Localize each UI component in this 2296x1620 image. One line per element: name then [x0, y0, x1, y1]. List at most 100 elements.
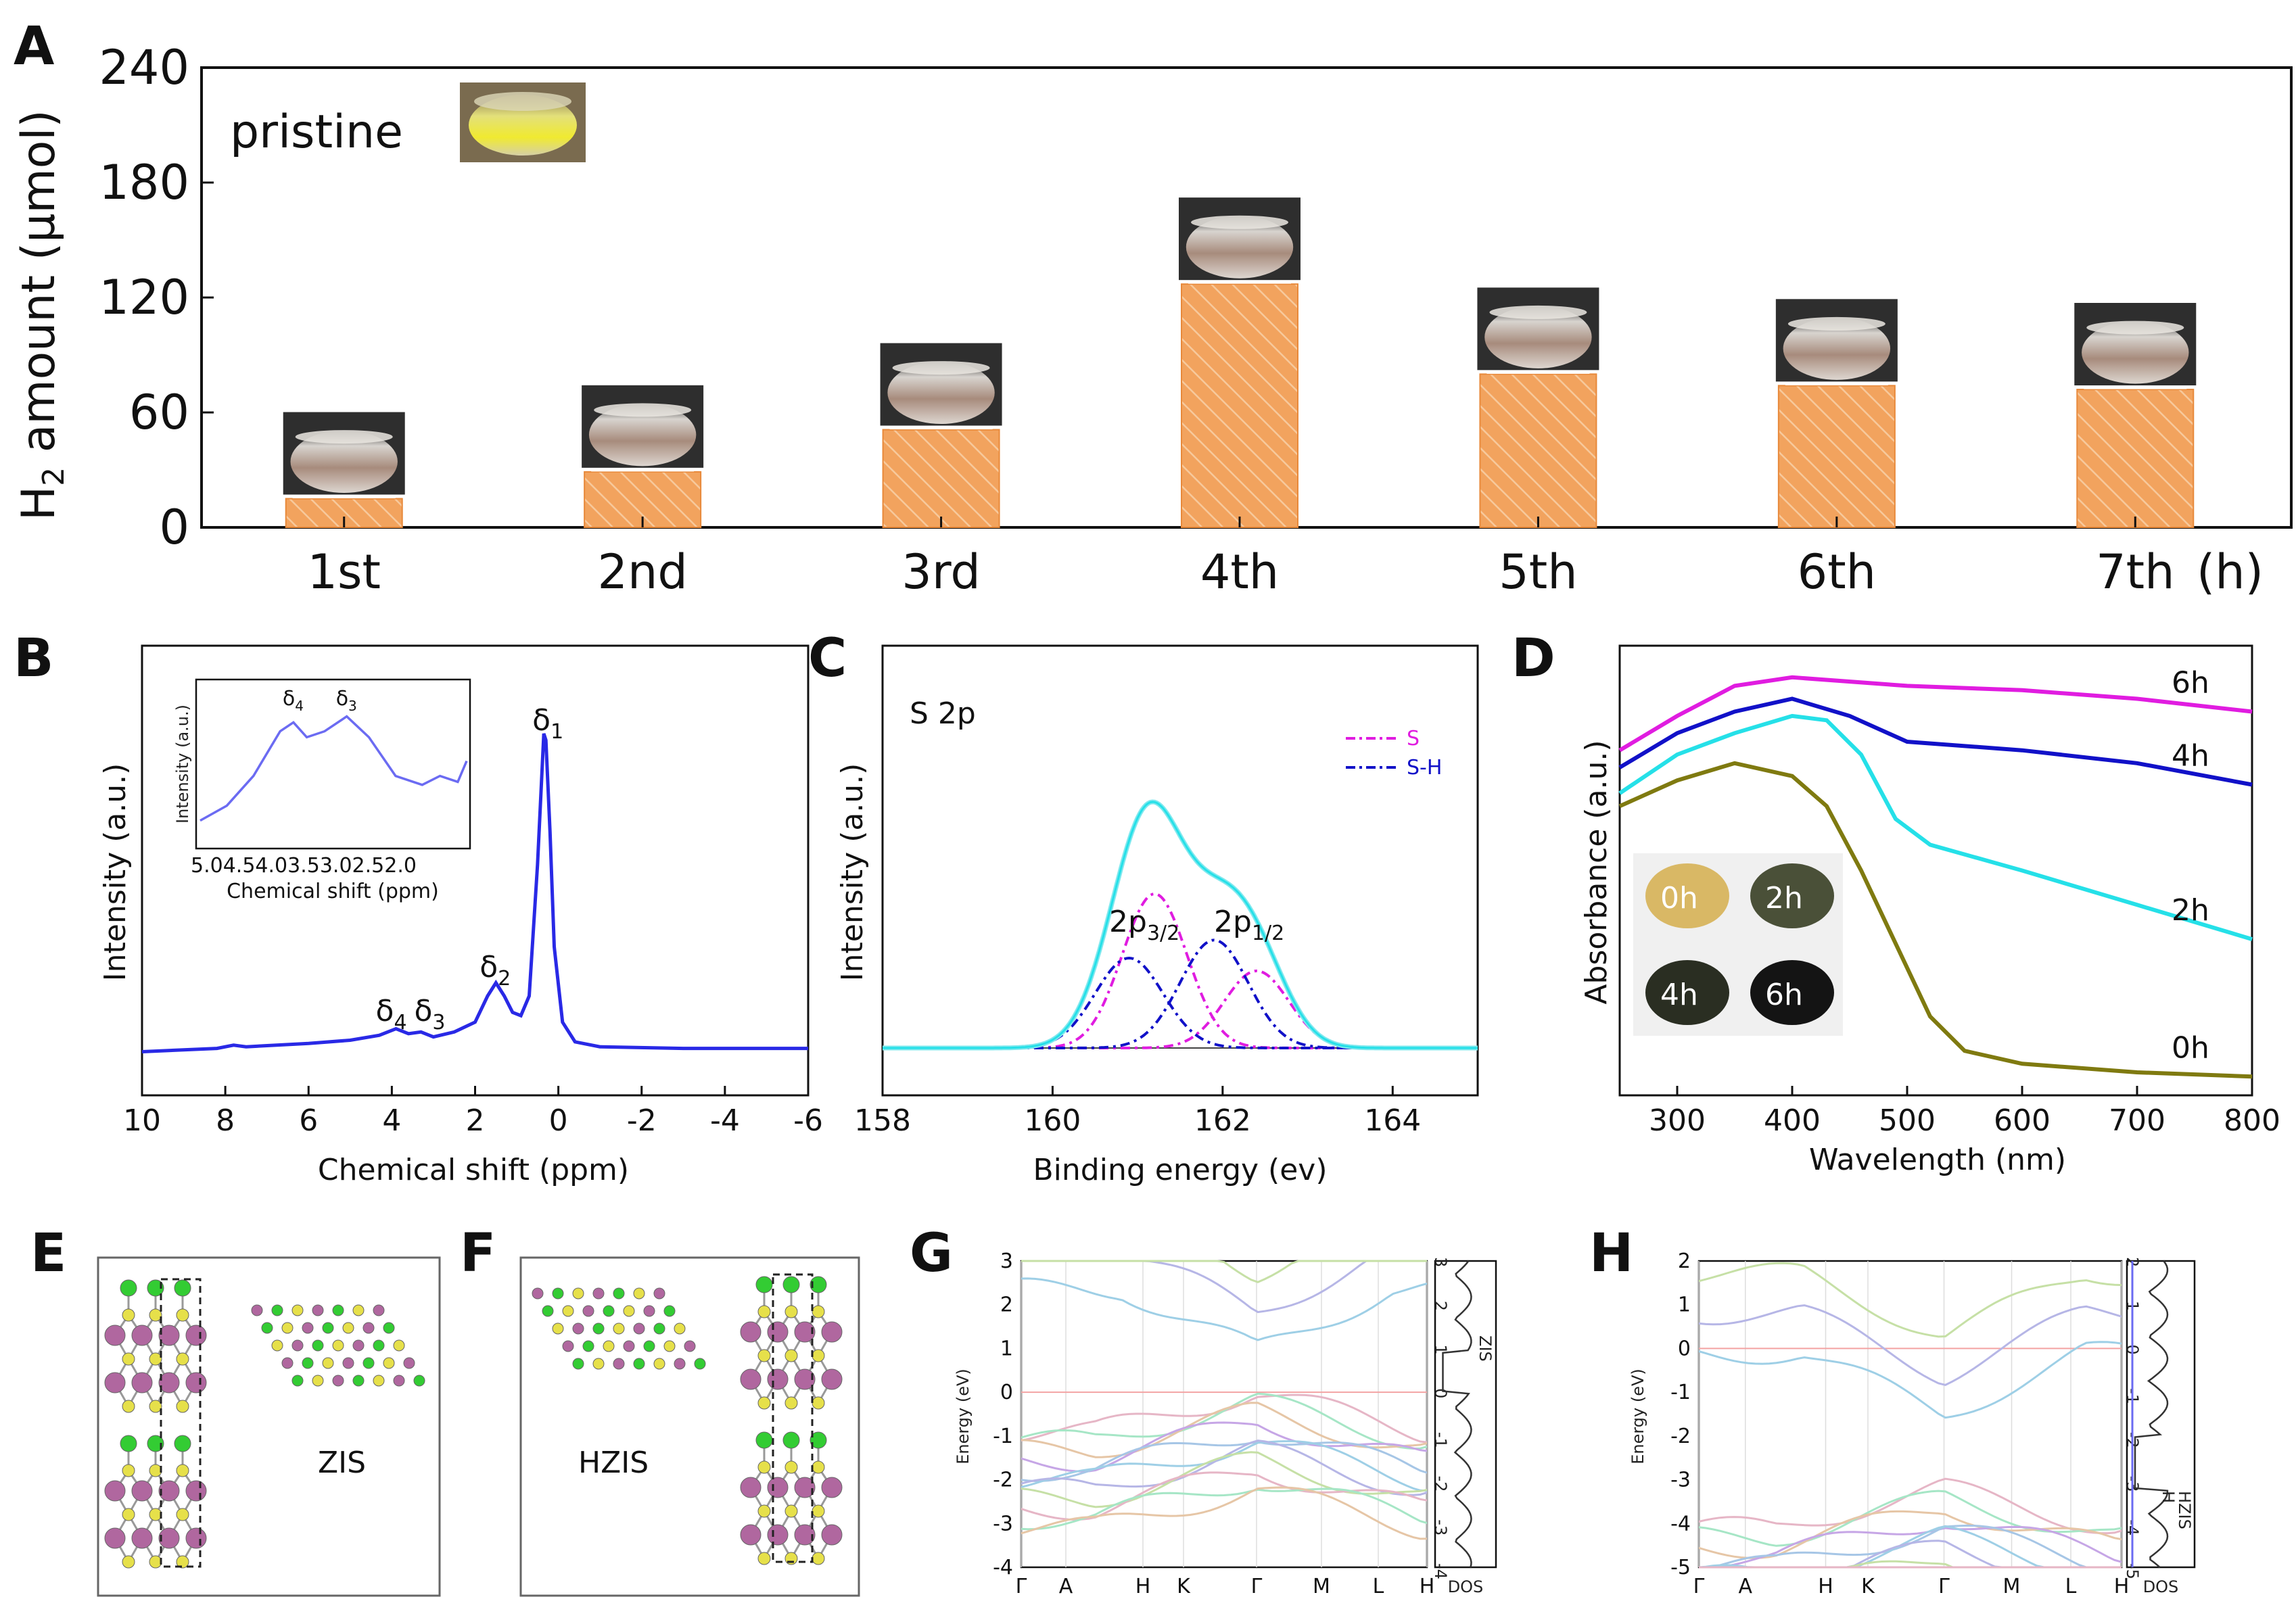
panel-h-dos-legend-hzis: HZIS	[2175, 1491, 2194, 1529]
peak-symbol: δ	[336, 687, 348, 711]
panel-label-f: F	[460, 1223, 496, 1284]
atom	[663, 1305, 676, 1317]
atom	[684, 1340, 696, 1352]
atom	[104, 1325, 126, 1346]
atom	[794, 1477, 816, 1498]
panel-b-x-ticks: 10 8 6 4 2 0 -2 -4 -6	[123, 1086, 823, 1138]
atom	[322, 1357, 334, 1369]
panel-g-dos-legend: ZIS	[1476, 1335, 1495, 1362]
peak-label-2p3-2: 2p3/2	[1109, 905, 1179, 945]
atom	[312, 1304, 324, 1316]
x-tick-label: 600	[1994, 1103, 2051, 1138]
panel-g-y-axis-label: Energy (eV)	[954, 1368, 973, 1464]
panel-c-xps-chart: C S 2p 158 160 162 164 S S-H 2p3/2 2p1/2 Bi…	[808, 628, 1479, 1187]
atom	[176, 1308, 189, 1322]
curve-6h	[1618, 675, 2253, 753]
y-tick-label: 180	[99, 155, 189, 210]
peak-symbol: δ	[532, 703, 550, 738]
y-tick-label: -3	[993, 1512, 1013, 1535]
atom	[572, 1323, 584, 1335]
atom	[362, 1357, 375, 1369]
component-s-h-2p1-2	[883, 938, 1478, 1049]
panel-e-crystal-structure	[104, 1279, 425, 1569]
atom	[312, 1339, 324, 1352]
atom	[352, 1339, 365, 1352]
atom	[782, 1431, 800, 1449]
atom	[613, 1323, 625, 1335]
beaker-photo	[880, 343, 1002, 426]
atom	[623, 1340, 635, 1352]
atom	[757, 1552, 771, 1565]
panel-b-x-axis-label: Chemical shift (ppm)	[318, 1153, 629, 1187]
band-5	[1698, 1510, 2122, 1559]
atom	[755, 1276, 773, 1293]
x-tick-label-1st: 1st	[307, 544, 380, 600]
atom	[572, 1287, 584, 1300]
dos-tick-label: -2	[1431, 1476, 1450, 1492]
panel-d-curve-labels: 6h 4h 2h 0h	[2172, 666, 2209, 1066]
atom	[261, 1322, 273, 1334]
atom	[767, 1321, 789, 1343]
bar-6th	[1777, 385, 1896, 528]
k-label-Γ: Γ	[1938, 1575, 1950, 1598]
inset-peak-label-delta-4: δ4	[283, 687, 304, 714]
atom	[767, 1524, 789, 1546]
atom	[623, 1305, 635, 1317]
panel-g-y-ticks: 3 32 21 10 0-1 -1-2 -2-3 -3-4 -4	[993, 1249, 1450, 1579]
atom	[281, 1322, 294, 1334]
band-10	[1021, 1451, 1428, 1508]
atom	[613, 1287, 625, 1300]
x-tick-label: -4	[710, 1103, 740, 1138]
atom	[767, 1368, 789, 1390]
dos-tick-label: -3	[1431, 1519, 1450, 1535]
atom	[149, 1464, 162, 1477]
k-label-Γ: Γ	[1693, 1575, 1705, 1598]
atom	[757, 1460, 771, 1474]
atom	[302, 1357, 314, 1369]
y-tick-label: 240	[99, 40, 189, 95]
panel-e-frame	[97, 1256, 441, 1597]
panel-b-inset-peak-labels: δ4 δ3	[283, 687, 357, 714]
beaker-rim	[2086, 320, 2184, 335]
atom	[821, 1368, 843, 1390]
dos-tick-label: 3	[1431, 1257, 1450, 1267]
x-tick-label: 164	[1364, 1103, 1421, 1138]
panel-b-nmr-spectrum	[141, 733, 808, 1053]
atom	[131, 1325, 153, 1346]
atom	[393, 1375, 405, 1387]
atom	[552, 1287, 564, 1300]
panel-label-b: B	[14, 628, 53, 689]
band-8	[1021, 1440, 1428, 1492]
band-7	[1021, 1441, 1428, 1483]
band-4	[1698, 1490, 2122, 1547]
atom	[185, 1325, 207, 1346]
k-label-L: L	[1373, 1575, 1384, 1598]
curve-label-4h: 4h	[2172, 739, 2209, 773]
dos-tick-label: 2	[1431, 1301, 1450, 1311]
y-tick-label: -5	[1670, 1556, 1691, 1579]
atom	[291, 1339, 304, 1352]
atom	[812, 1396, 825, 1410]
y-tick-label: -1	[993, 1425, 1013, 1448]
curve-0h	[1618, 761, 2253, 1079]
dos-tick-label: -1	[1431, 1432, 1450, 1448]
beaker-body	[1186, 216, 1294, 279]
atom	[740, 1321, 762, 1343]
k-label-L: L	[2065, 1575, 2077, 1598]
panel-d-plot-frame	[1618, 644, 2253, 1097]
panel-a-bar-chart: A 0 60 120 180 240 1st 2nd 3rd 4th 5th 6th 7th (h)…	[12, 16, 2293, 600]
band-12	[1021, 1487, 1428, 1531]
component-s-2p3-2	[883, 892, 1478, 1049]
x-tick-label: -6	[793, 1103, 823, 1138]
panel-f-crystal-structure	[532, 1276, 843, 1565]
peak-label-delta-2: δ2	[479, 950, 511, 991]
atom	[413, 1375, 425, 1387]
legend-s-h: S-H	[1407, 756, 1442, 780]
panel-a-x-ticks: 1st 2nd 3rd 4th 5th 6th 7th	[307, 517, 2174, 600]
band-2	[1698, 1262, 2122, 1338]
panel-h-y-axis-label: Energy (eV)	[1629, 1368, 1647, 1464]
x-tick-label: 300	[1649, 1103, 1706, 1138]
band-5	[1021, 1402, 1428, 1458]
x-tick-label: 2	[466, 1103, 485, 1138]
